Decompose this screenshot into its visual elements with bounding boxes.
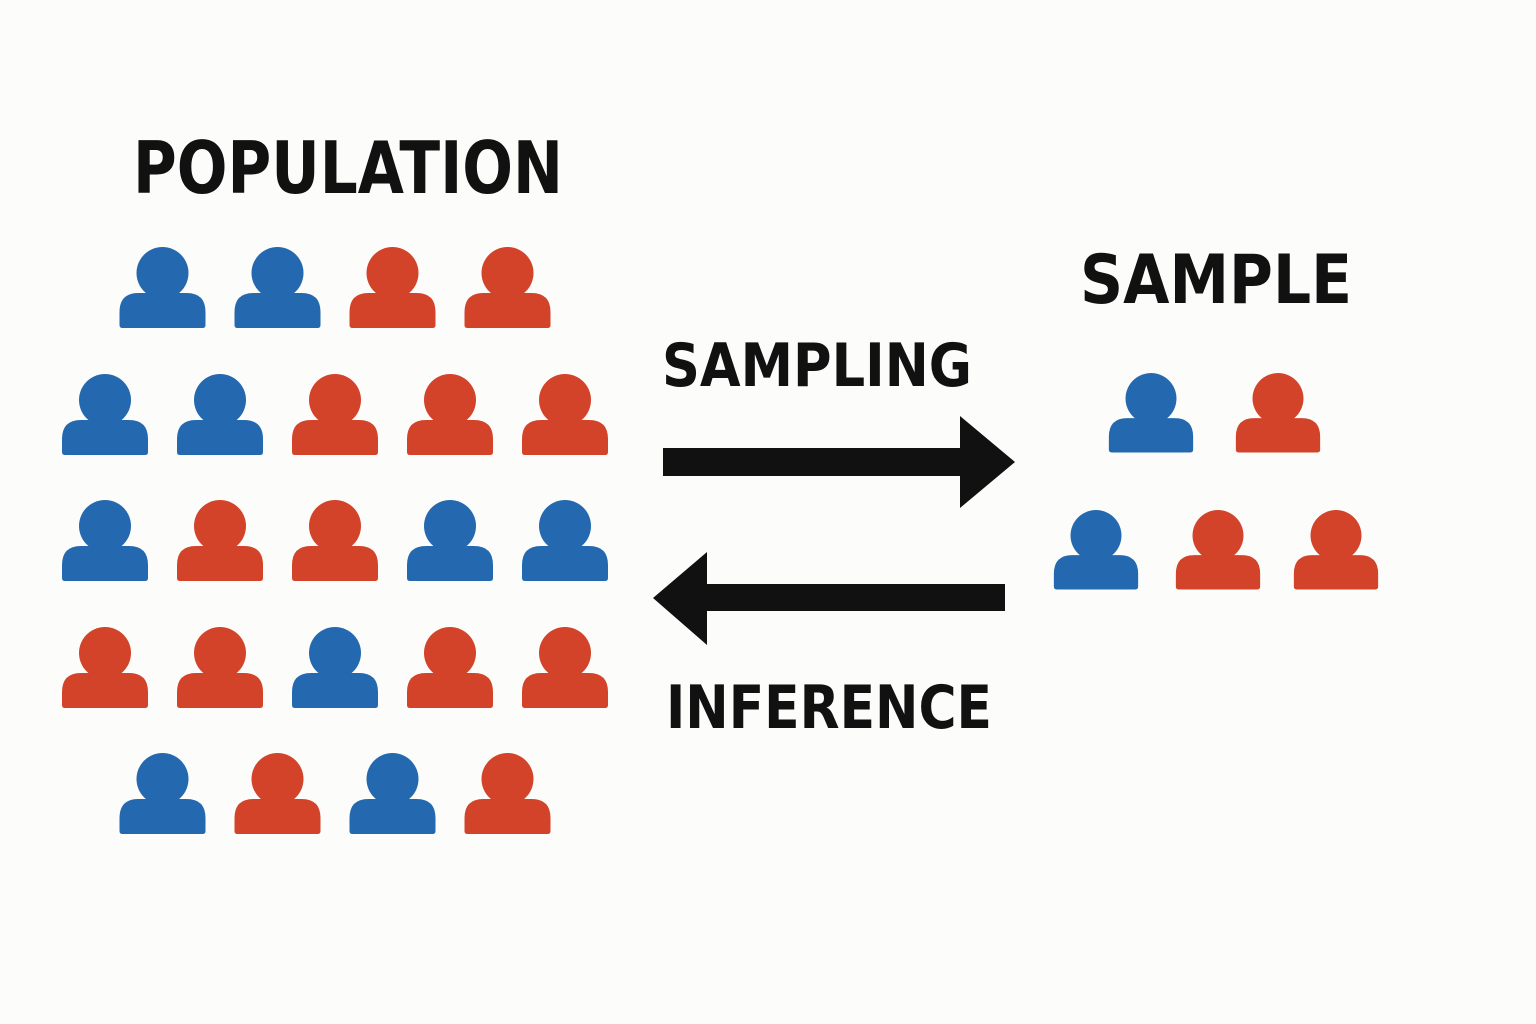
person-icon: [1053, 510, 1139, 590]
person-icon: [349, 753, 436, 834]
person-icon: [1293, 510, 1379, 590]
person-icon: [62, 500, 148, 581]
person-icon: [349, 247, 436, 328]
person-icon: [407, 627, 493, 708]
sample-title: SAMPLE: [1080, 241, 1352, 320]
inference-arrow: [653, 552, 1005, 645]
person-icon: [464, 247, 551, 328]
person-icon: [407, 500, 493, 581]
person-icon: [1108, 373, 1194, 453]
person-icon: [464, 753, 551, 834]
person-icon: [62, 374, 148, 455]
sampling-arrow: [663, 416, 1015, 508]
person-icon: [1235, 373, 1321, 453]
left-arrow-icon: [653, 552, 1005, 645]
person-icon: [407, 374, 493, 455]
population-title: POPULATION: [133, 126, 563, 210]
person-icon: [177, 627, 263, 708]
person-icon: [234, 753, 321, 834]
person-icon: [119, 753, 206, 834]
sample-group: [1053, 373, 1379, 590]
person-icon: [62, 627, 148, 708]
person-icon: [292, 500, 378, 581]
person-icon: [522, 627, 608, 708]
person-icon: [234, 247, 321, 328]
person-icon: [119, 247, 206, 328]
person-icon: [177, 500, 263, 581]
person-icon: [522, 374, 608, 455]
inference-label: INFERENCE: [666, 673, 992, 743]
right-arrow-icon: [663, 416, 1015, 508]
person-icon: [522, 500, 608, 581]
person-icon: [177, 374, 263, 455]
person-icon: [1175, 510, 1261, 590]
sampling-label: SAMPLING: [662, 331, 972, 401]
population-group: [62, 247, 608, 834]
person-icon: [292, 627, 378, 708]
person-icon: [292, 374, 378, 455]
